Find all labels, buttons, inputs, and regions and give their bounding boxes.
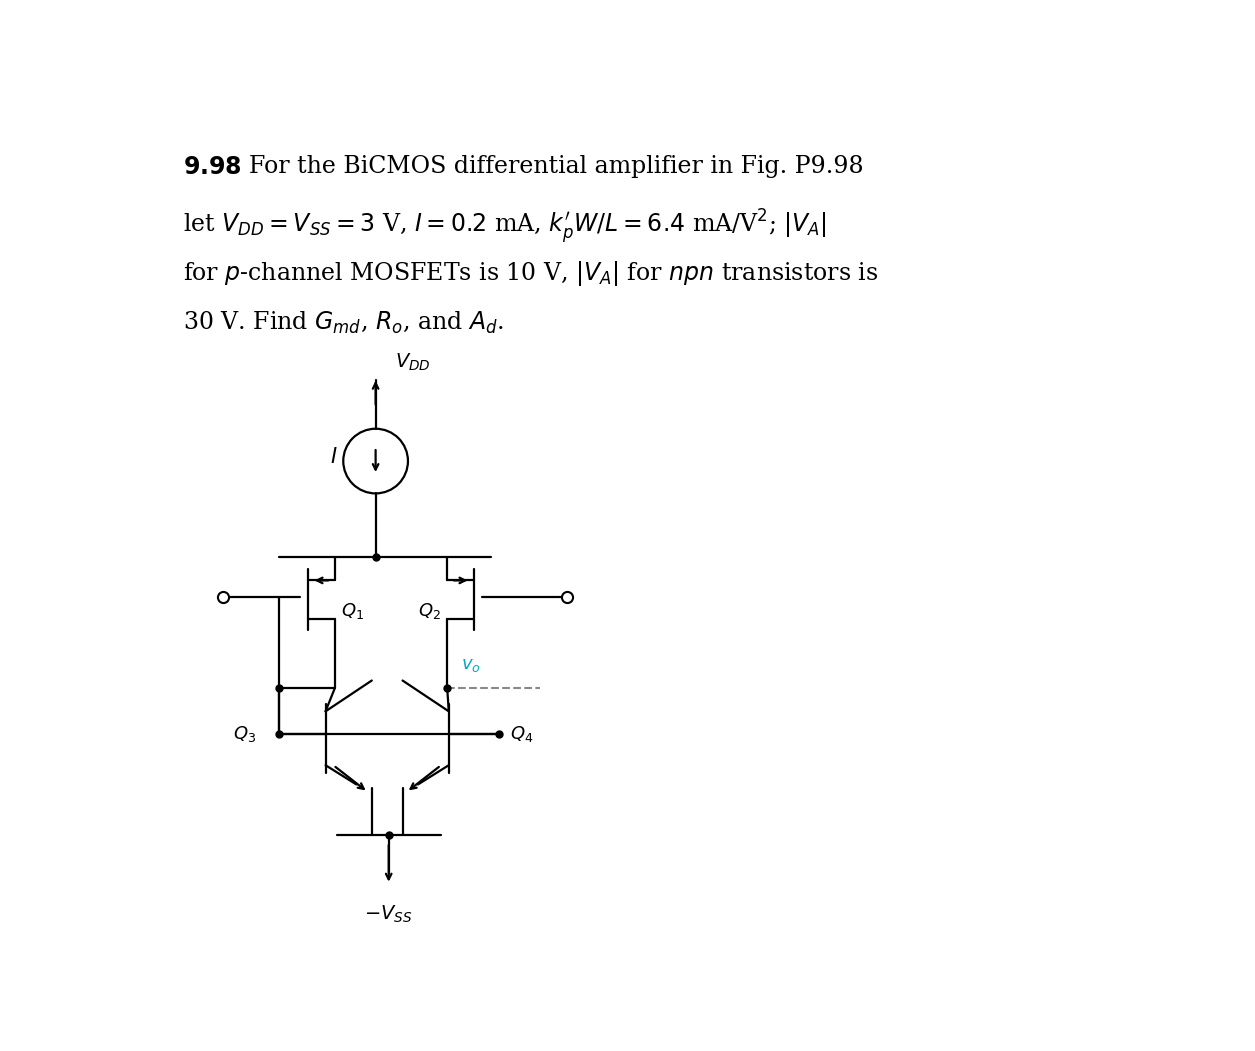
Text: for $p$-channel MOSFETs is 10 V, $|V_A|$ for $npn$ transistors is: for $p$-channel MOSFETs is 10 V, $|V_A|$… <box>183 259 878 288</box>
Text: $-V_{SS}$: $-V_{SS}$ <box>364 904 413 925</box>
Text: 30 V. Find $G_{md}$, $R_o$, and $A_d$.: 30 V. Find $G_{md}$, $R_o$, and $A_d$. <box>183 310 505 336</box>
Text: let $V_{DD} = V_{SS}=3$ V, $I = 0.2$ mA, $k_p^\prime W/L = 6.4$ mA/V$^2$; $|V_A|: let $V_{DD} = V_{SS}=3$ V, $I = 0.2$ mA,… <box>183 207 827 246</box>
Text: $Q_3$: $Q_3$ <box>233 724 256 744</box>
Text: $I$: $I$ <box>330 448 338 468</box>
Text: For the BiCMOS differential amplifier in Fig. P9.98: For the BiCMOS differential amplifier in… <box>248 156 863 179</box>
Text: $v_o$: $v_o$ <box>461 657 481 675</box>
Text: $Q_1$: $Q_1$ <box>341 601 364 621</box>
Text: $Q_2$: $Q_2$ <box>418 601 441 621</box>
Text: $Q_4$: $Q_4$ <box>511 724 533 744</box>
Text: $V_{DD}$: $V_{DD}$ <box>395 351 430 372</box>
Text: $\mathbf{9.98}$: $\mathbf{9.98}$ <box>183 156 242 180</box>
